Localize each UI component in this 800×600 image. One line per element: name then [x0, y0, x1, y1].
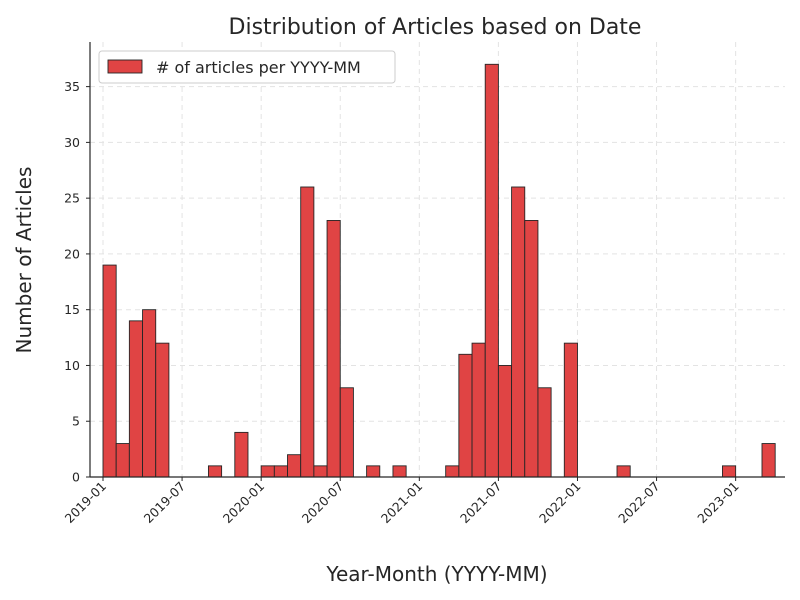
bar-2020-04 — [300, 186, 315, 478]
bar-2021-07 — [497, 365, 513, 478]
bar-2020-07 — [339, 387, 354, 478]
x-tick-label: 2020-07 — [299, 479, 347, 527]
bar-2021-09 — [524, 220, 539, 478]
x-tick-label: 2020-01 — [220, 479, 268, 527]
x-tick-label: 2023-01 — [694, 479, 742, 527]
bar-2019-09 — [207, 465, 223, 478]
bar-2021-10 — [537, 387, 552, 478]
x-tick-label: 2022-07 — [615, 479, 663, 527]
bar-2022-12 — [722, 465, 737, 478]
bar-2021-08 — [511, 186, 526, 478]
bar-2021-03 — [445, 465, 460, 478]
y-tick-label: 5 — [72, 414, 80, 429]
y-tick-label: 35 — [64, 79, 80, 94]
y-tick-label: 15 — [64, 302, 80, 317]
bars — [102, 63, 776, 478]
x-tick-label: 2022-01 — [536, 479, 584, 527]
legend-frame — [98, 50, 396, 84]
x-tick-label: 2021-07 — [457, 479, 505, 527]
bar-2019-05 — [155, 342, 170, 478]
x-ticks: 2019-01 2019-07 2020-01 2020-07 2021-01 2021-… — [62, 477, 742, 526]
bar-2022-04 — [616, 465, 631, 478]
bar-2021-06 — [484, 63, 499, 478]
chart-title: Distribution of Articles based on Date — [229, 15, 642, 40]
bar-2020-05 — [313, 465, 328, 478]
y-tick-label: 20 — [64, 246, 80, 261]
x-tick-label: 2019-07 — [141, 479, 189, 527]
x-tick-label: 2019-01 — [62, 479, 110, 527]
bar-2021-05 — [471, 342, 486, 478]
bar-2020-11 — [392, 465, 407, 478]
bar-2020-09 — [366, 465, 381, 478]
y-tick-label: 25 — [64, 191, 80, 206]
bar-2019-11 — [234, 431, 249, 478]
y-ticks: 0 5 10 15 20 25 30 35 — [64, 79, 90, 485]
y-tick-label: 10 — [64, 358, 80, 373]
y-tick-label: 0 — [72, 470, 80, 485]
bar-2021-12 — [563, 342, 578, 478]
bar-2020-01 — [260, 465, 275, 478]
bar-2019-01 — [102, 264, 117, 478]
bar-2020-06 — [326, 220, 341, 478]
bar-2019-02 — [115, 443, 130, 478]
bar-2021-04 — [458, 353, 473, 478]
legend-label: # of articles per YYYY-MM — [156, 58, 361, 77]
grid-lines — [90, 42, 785, 477]
y-axis-label: Number of Articles — [12, 167, 36, 354]
bar-2020-02 — [273, 465, 288, 478]
y-tick-label: 30 — [64, 135, 80, 150]
axes — [89, 42, 785, 478]
bar-2020-03 — [287, 454, 302, 478]
bar-2019-04 — [142, 309, 157, 478]
x-axis-label: Year-Month (YYYY-MM) — [325, 562, 547, 586]
bar-2019-03 — [128, 320, 143, 478]
bar-2023-03 — [761, 443, 776, 478]
legend: # of articles per YYYY-MM — [98, 50, 396, 84]
x-tick-label: 2021-01 — [378, 479, 426, 527]
legend-swatch — [107, 59, 143, 74]
